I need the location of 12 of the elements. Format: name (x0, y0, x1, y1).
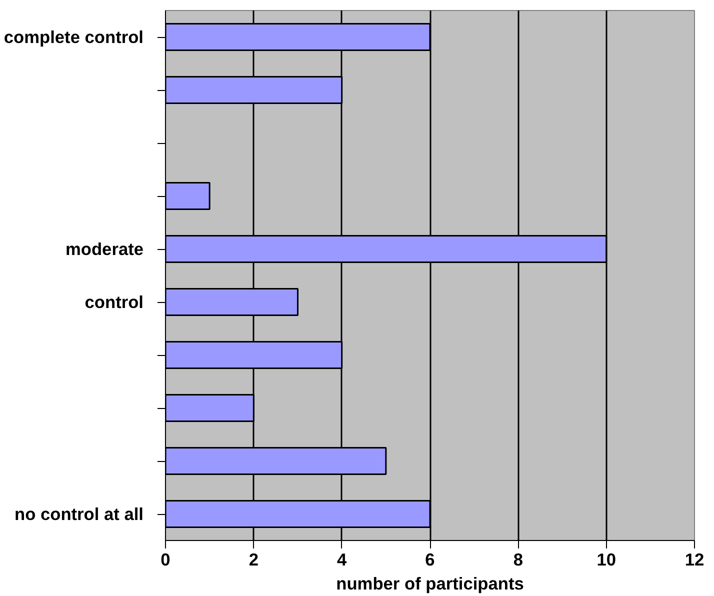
x-tick-label: 12 (684, 550, 704, 570)
y-tick-label: no control at all (14, 504, 144, 524)
y-tick-label: complete control (4, 27, 144, 47)
x-tick-label: 6 (425, 550, 436, 570)
x-tick-label: 0 (160, 550, 170, 570)
x-tick-label: 10 (596, 550, 616, 570)
x-tick-label: 8 (513, 550, 524, 570)
x-tick-label: 4 (337, 550, 348, 570)
y-tick-label: control (84, 292, 144, 312)
x-tick-label: 2 (248, 550, 258, 570)
x-axis-title: number of participants (336, 574, 524, 594)
y-tick-label: moderate (66, 239, 144, 259)
